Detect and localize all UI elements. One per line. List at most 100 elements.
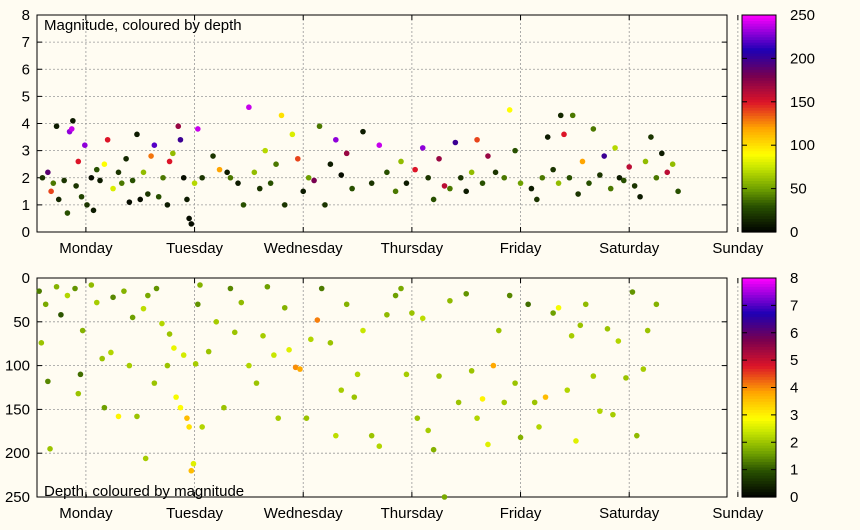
colorbar-segment	[742, 36, 776, 41]
y-tick-label: 100	[5, 358, 30, 375]
colorbar-segment	[742, 373, 776, 378]
colorbar-segment	[742, 362, 776, 367]
data-point	[349, 185, 355, 192]
x-tick-label: Monday	[59, 505, 113, 522]
y-tick-label: 8	[22, 7, 30, 24]
colorbar-segment	[742, 44, 776, 49]
data-point	[455, 399, 462, 406]
colorbar-segment	[742, 368, 776, 372]
colorbar-segment	[742, 47, 776, 51]
data-point	[134, 131, 140, 138]
data-point	[129, 314, 136, 321]
data-point	[669, 161, 676, 167]
colorbar-tick-label: 150	[790, 94, 815, 111]
colorbar-segment	[742, 77, 776, 81]
data-point	[314, 317, 321, 323]
colorbar-segment	[742, 104, 776, 108]
magnitude-points	[39, 104, 681, 227]
data-point	[50, 180, 57, 186]
data-point	[173, 394, 179, 400]
data-point	[235, 180, 241, 186]
colorbar-tick-label: 2	[790, 434, 798, 451]
data-point	[351, 394, 358, 400]
data-point	[246, 362, 252, 369]
data-point	[557, 112, 564, 119]
y-tick-label: 150	[5, 401, 30, 418]
colorbar-segment	[742, 308, 776, 312]
data-point	[281, 202, 288, 208]
data-point	[550, 310, 556, 316]
data-point	[210, 153, 216, 159]
colorbar-segment	[742, 33, 776, 38]
data-point	[318, 285, 325, 292]
data-point	[333, 432, 339, 439]
data-point	[441, 183, 448, 189]
depth-plot-area	[36, 277, 728, 498]
data-point	[392, 292, 399, 299]
data-point	[48, 188, 54, 195]
data-point	[384, 311, 390, 318]
colorbar-segment	[742, 299, 776, 304]
data-point	[631, 183, 638, 189]
data-point	[160, 174, 166, 181]
colorbar-segment	[742, 357, 776, 361]
colorbar-segment	[742, 99, 776, 103]
data-point	[485, 441, 491, 448]
data-point	[99, 355, 105, 362]
data-point	[409, 310, 415, 316]
data-point	[184, 196, 190, 203]
colorbar-tick-label: 250	[790, 7, 815, 24]
data-point	[45, 169, 51, 176]
data-point	[180, 352, 187, 358]
data-point	[300, 188, 307, 195]
data-point	[137, 196, 144, 203]
data-point	[384, 169, 390, 176]
data-point	[573, 438, 579, 444]
colorbar-segment	[742, 488, 776, 493]
data-point	[555, 304, 562, 311]
colorbar-segment	[742, 423, 776, 427]
colorbar-segment	[742, 283, 776, 287]
colorbar-segment	[742, 147, 776, 152]
data-point	[338, 172, 345, 178]
colorbar-segment	[742, 458, 776, 463]
data-point	[205, 348, 212, 355]
depth-axis-ticks: 0 50 100 150 200 250 Monday Tuesday Wednesday Thu…	[5, 270, 764, 522]
data-point	[264, 283, 271, 290]
colorbar-segment	[742, 472, 776, 476]
colorbar-segment	[742, 384, 776, 389]
colorbar-segment	[742, 145, 776, 149]
data-point	[634, 432, 640, 439]
data-point	[192, 361, 199, 367]
data-point	[542, 394, 549, 400]
colorbar-segment	[742, 52, 776, 57]
data-point	[142, 455, 149, 462]
data-point	[492, 169, 499, 176]
colorbar-segment	[742, 175, 776, 179]
data-point	[441, 494, 448, 500]
depth-colorbar: 0 50 100 150 200 250	[741, 7, 815, 241]
colorbar-segment	[742, 480, 776, 484]
data-point	[620, 177, 627, 184]
y-tick-label: 50	[13, 314, 30, 331]
colorbar-segment	[742, 382, 776, 386]
data-point	[539, 174, 546, 181]
colorbar-segment	[742, 80, 776, 84]
colorbar-segment	[742, 93, 776, 97]
data-point	[240, 202, 247, 208]
data-point	[126, 362, 133, 369]
colorbar-segment	[742, 207, 776, 211]
depth-points	[36, 282, 660, 500]
colorbar-tick-label: 0	[790, 489, 798, 506]
data-point	[126, 199, 133, 205]
data-point	[468, 169, 475, 176]
x-tick-label: Friday	[500, 505, 542, 522]
data-point	[452, 139, 459, 146]
colorbar-segment	[742, 324, 776, 328]
data-point	[53, 283, 60, 290]
y-tick-label: 0	[22, 224, 30, 241]
data-point	[190, 460, 197, 467]
colorbar-segment	[742, 96, 776, 100]
data-point	[39, 174, 46, 181]
data-point	[166, 158, 173, 165]
